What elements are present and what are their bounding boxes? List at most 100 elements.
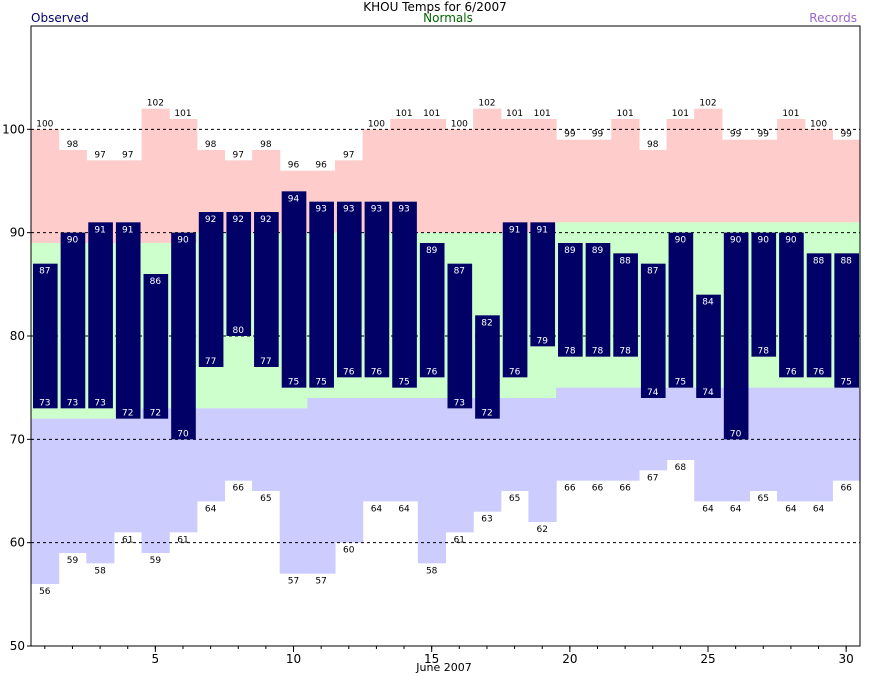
x-tick-label: 25 — [700, 652, 715, 666]
record-low-label: 67 — [647, 473, 658, 483]
observed-low-label: 78 — [564, 347, 576, 357]
observed-high-label: 89 — [592, 246, 604, 256]
observed-bar — [585, 243, 611, 357]
y-tick-label: 60 — [10, 536, 25, 550]
record-high-band — [528, 119, 557, 233]
record-low-label: 64 — [730, 504, 742, 514]
record-high-label: 96 — [288, 161, 300, 171]
observed-high-label: 91 — [536, 225, 547, 235]
record-high-band — [473, 108, 502, 233]
observed-high-label: 90 — [758, 236, 770, 246]
observed-bars — [33, 191, 859, 440]
observed-bar — [309, 201, 334, 388]
record-high-band — [777, 119, 806, 223]
observed-high-label: 88 — [619, 256, 631, 266]
record-low-label: 61 — [122, 535, 133, 545]
record-low-band — [445, 398, 474, 533]
record-low-label: 57 — [315, 577, 326, 587]
observed-high-label: 91 — [94, 225, 105, 235]
record-high-band — [556, 139, 585, 223]
record-high-label: 97 — [122, 150, 133, 160]
observed-low-label: 75 — [288, 378, 299, 388]
observed-high-label: 92 — [205, 215, 216, 225]
record-low-band — [196, 408, 226, 502]
record-high-label: 101 — [395, 109, 412, 119]
observed-low-label: 76 — [343, 367, 355, 377]
record-low-label: 58 — [94, 566, 106, 576]
normals-legend: Normals — [423, 11, 473, 25]
observed-high-label: 92 — [260, 215, 271, 225]
record-high-band — [169, 119, 198, 243]
record-low-band — [390, 398, 419, 502]
record-high-label: 98 — [67, 140, 79, 150]
record-low-label: 61 — [454, 535, 465, 545]
record-high-label: 101 — [174, 109, 191, 119]
record-high-band — [417, 119, 447, 233]
record-high-label: 101 — [672, 109, 689, 119]
observed-low-label: 76 — [785, 367, 797, 377]
record-high-label: 101 — [617, 109, 634, 119]
observed-high-label: 89 — [564, 246, 576, 256]
record-low-band — [141, 408, 170, 553]
observed-low-label: 78 — [592, 347, 604, 357]
observed-bar — [171, 232, 196, 440]
observed-bar — [60, 232, 86, 409]
record-high-label: 99 — [592, 130, 604, 140]
observed-low-label: 72 — [481, 409, 492, 419]
observed-high-label: 88 — [840, 256, 852, 266]
x-tick-label: 20 — [562, 652, 577, 666]
record-low-band — [224, 408, 253, 481]
record-low-band — [638, 387, 668, 471]
record-low-band — [86, 418, 115, 564]
y-tick-label: 100 — [2, 122, 25, 136]
observed-high-label: 90 — [785, 236, 797, 246]
record-high-label: 97 — [343, 150, 354, 160]
x-axis-label: June 2007 — [415, 661, 471, 674]
observed-low-label: 73 — [94, 398, 105, 408]
observed-bar — [779, 232, 804, 378]
observed-low-label: 73 — [39, 398, 50, 408]
record-high-band — [638, 150, 668, 223]
observed-low-label: 75 — [675, 378, 686, 388]
record-low-band — [252, 408, 281, 491]
observed-bar — [336, 201, 362, 378]
observed-bar — [447, 263, 473, 409]
record-low-label: 59 — [67, 556, 79, 566]
observed-low-label: 75 — [315, 378, 326, 388]
record-high-band — [749, 139, 778, 223]
observed-bar — [392, 201, 417, 388]
observed-bar — [254, 212, 279, 367]
observed-low-label: 72 — [150, 409, 161, 419]
record-low-label: 63 — [481, 515, 492, 525]
record-high-label: 102 — [147, 99, 164, 109]
record-low-label: 64 — [205, 504, 217, 514]
observed-low-label: 75 — [840, 378, 851, 388]
observed-low-label: 72 — [122, 409, 133, 419]
record-low-label: 68 — [675, 463, 687, 473]
observed-high-label: 89 — [426, 246, 438, 256]
chart-title: KHOU Temps for 6/2007 — [363, 0, 507, 14]
y-tick-label: 50 — [10, 639, 25, 653]
record-high-label: 97 — [94, 150, 105, 160]
record-high-label: 100 — [36, 119, 53, 129]
y-tick-label: 90 — [10, 226, 25, 240]
record-low-label: 66 — [592, 484, 604, 494]
observed-low-label: 73 — [67, 398, 78, 408]
observed-legend: Observed — [31, 11, 89, 25]
observed-high-label: 90 — [730, 236, 742, 246]
observed-low-label: 77 — [205, 357, 216, 367]
observed-bar — [696, 294, 721, 398]
record-high-band — [721, 139, 751, 223]
observed-high-label: 93 — [398, 205, 409, 215]
observed-high-label: 93 — [315, 205, 326, 215]
y-tick-label: 70 — [10, 432, 25, 446]
record-low-band — [334, 398, 364, 543]
record-low-label: 65 — [260, 494, 271, 504]
record-high-label: 99 — [564, 130, 576, 140]
y-tick-label: 80 — [10, 329, 25, 343]
record-high-band — [31, 129, 60, 243]
record-low-label: 64 — [398, 504, 410, 514]
observed-bar — [115, 222, 141, 419]
record-high-band — [58, 150, 87, 243]
observed-high-label: 82 — [481, 318, 492, 328]
